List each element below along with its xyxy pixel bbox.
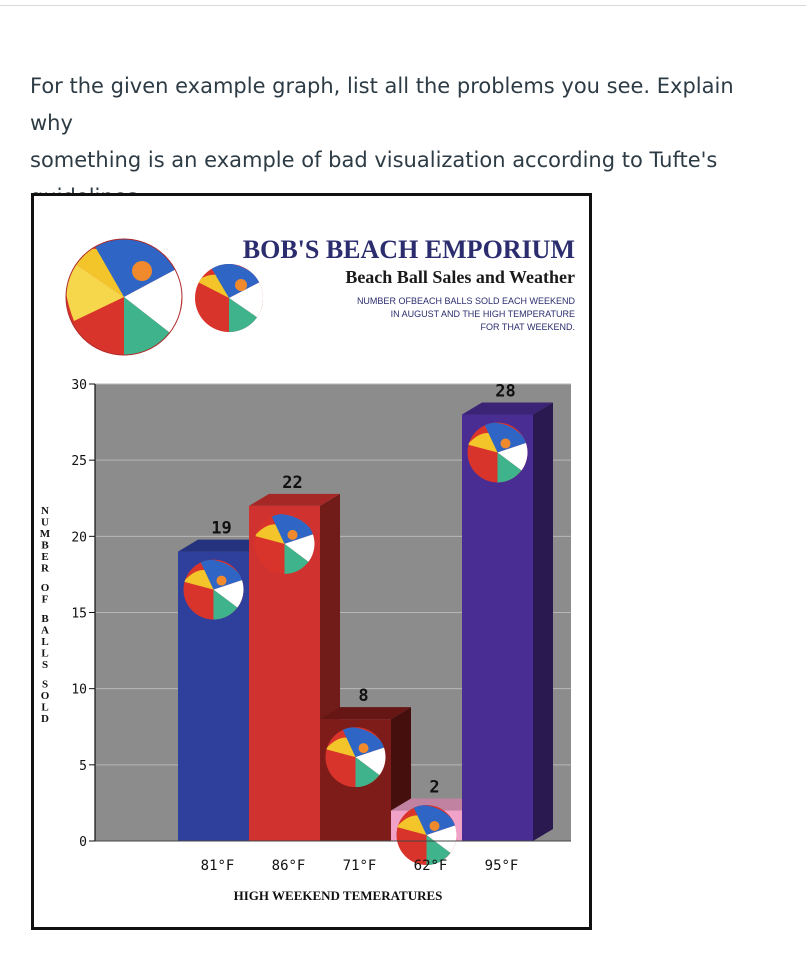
x-tick-label: 62°F [414, 858, 448, 874]
value-label: 22 [282, 473, 302, 493]
y-axis-label-char: B [41, 540, 49, 552]
bar-top [391, 798, 482, 811]
value-label: 19 [211, 519, 231, 539]
question-text: For the given example graph, list all th… [30, 68, 780, 216]
y-tick-label: 30 [71, 378, 87, 393]
y-axis-label-char: S [42, 659, 48, 671]
chart-subtitle: Beach Ball Sales and Weather [345, 267, 575, 287]
bar-top [249, 493, 340, 506]
bar [462, 402, 553, 841]
beach-ball-icon [195, 264, 263, 332]
value-label: 2 [429, 778, 439, 798]
y-tick-label: 20 [71, 530, 87, 545]
y-axis-label-char: E [41, 551, 48, 563]
beach-ball-icon [65, 238, 183, 356]
y-axis-label-char: L [41, 648, 48, 660]
y-axis-label-char: M [40, 528, 51, 540]
y-axis-label-char: N [41, 505, 49, 517]
chart-note-line: FOR THAT WEEKEND. [480, 322, 575, 332]
bar-top [320, 707, 411, 720]
y-axis-label-char: U [41, 517, 49, 529]
y-tick-label: 5 [79, 759, 87, 774]
y-axis-label-char: D [41, 713, 49, 725]
x-tick-label: 81°F [201, 858, 235, 874]
ball-cap [216, 575, 227, 586]
bar [320, 707, 411, 841]
beach-ball-icon [467, 422, 528, 483]
bars [178, 402, 553, 865]
ball-cap [429, 821, 440, 831]
ball-cap [358, 743, 369, 754]
ball-cap [500, 438, 511, 449]
chart-note-line: IN AUGUST AND THE HIGH TEMPERATURE [391, 309, 575, 319]
bar-side [533, 402, 553, 841]
bar [249, 493, 340, 841]
top-divider [0, 5, 806, 6]
bar-top [178, 539, 269, 552]
beach-ball-icon [254, 513, 315, 574]
y-tick-label: 10 [71, 683, 87, 698]
beach-ball-icon [396, 805, 457, 865]
bar-front [462, 414, 533, 841]
x-tick-label: 95°F [485, 858, 519, 874]
y-ticks: 0 5 10 15 20 25 30 [71, 378, 95, 850]
question-line-1: For the given example graph, list all th… [30, 74, 734, 135]
x-tick-label: 86°F [272, 858, 306, 874]
x-tick-label: 71°F [343, 858, 377, 874]
y-axis-label-char: L [41, 636, 48, 648]
x-ticks: 81°F 86°F 71°F 62°F 95°F [201, 858, 519, 874]
y-axis-label-char: S [42, 679, 48, 691]
y-axis-label-char: A [41, 625, 49, 637]
y-tick-label: 25 [71, 454, 87, 469]
beach-ball-icon [183, 559, 244, 620]
y-axis-label-char: L [41, 702, 48, 714]
chart-note-line: NUMBER OFBEACH BALLS SOLD EACH WEEKEND [357, 296, 576, 306]
bar-top [462, 402, 553, 415]
ball-cap [287, 529, 298, 540]
question-line-2: something is an example of bad visualiza… [30, 148, 718, 172]
y-tick-label: 15 [71, 607, 87, 622]
value-label: 28 [495, 381, 515, 401]
y-tick-label: 0 [79, 835, 87, 850]
bar-chart: BOB'S BEACH EMPORIUM Beach Ball Sales an… [40, 235, 576, 903]
chart-title: BOB'S BEACH EMPORIUM [243, 235, 575, 264]
y-axis-label-char: B [41, 613, 49, 625]
y-axis-label-char: F [42, 594, 49, 606]
chart-figure: BOB'S BEACH EMPORIUM Beach Ball Sales an… [31, 193, 592, 930]
x-axis-label: HIGH WEEKEND TEMERATURES [234, 888, 443, 903]
value-label: 8 [358, 686, 368, 706]
y-axis-label-char: O [41, 690, 50, 702]
y-axis-label-char: R [41, 563, 50, 575]
beach-ball-icon [325, 727, 386, 788]
y-axis-label-char: O [41, 582, 50, 594]
